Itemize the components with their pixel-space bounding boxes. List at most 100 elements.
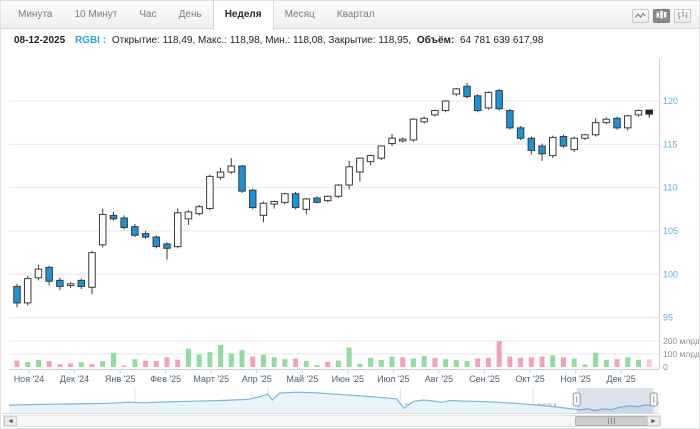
candlestick <box>516 126 525 140</box>
month-label: Апр '25 <box>242 374 272 384</box>
volume-bar <box>175 359 181 367</box>
candlestick <box>88 250 96 295</box>
candlestick <box>323 195 332 203</box>
month-label: Май '25 <box>286 374 318 384</box>
price-axis-label: 105 <box>663 226 678 236</box>
candlestick <box>216 167 225 180</box>
volume-bar <box>571 358 577 367</box>
volume-bar <box>121 365 127 367</box>
volume-bar <box>378 359 384 367</box>
volume-bar <box>153 361 159 367</box>
price-chart-canvas: 95 100 105 110 115 120 0 100 млрд 200 млрд Ноя '2… <box>3 59 700 414</box>
candlestick <box>334 184 343 199</box>
tab-minute[interactable]: Минута <box>18 9 53 20</box>
navigator-area <box>9 392 659 413</box>
chart-scrollbar-track[interactable]: ◄ ► <box>3 415 661 427</box>
month-label: Июн '25 <box>332 374 364 384</box>
volume-bar <box>539 356 545 367</box>
candlestick <box>377 145 386 160</box>
month-label: Дек '24 <box>60 374 89 384</box>
month-label: Фев '25 <box>150 374 181 384</box>
tab-hour[interactable]: Час <box>139 9 157 20</box>
candlestick <box>120 215 128 230</box>
volume-bar <box>164 357 170 367</box>
volume-bar <box>46 361 52 367</box>
volume-bar <box>282 359 288 367</box>
chart-type-buttons <box>632 9 691 23</box>
tab-month[interactable]: Месяц <box>284 9 315 20</box>
price-axis-label: 100 <box>663 269 678 279</box>
candlestick <box>206 174 214 211</box>
volume-bar <box>518 357 524 367</box>
volume-bar <box>496 341 502 367</box>
ticker-colon: : <box>102 35 107 46</box>
candlestick <box>527 136 536 155</box>
volume-bar <box>260 354 266 367</box>
volume-bar <box>421 355 427 367</box>
line-chart-type-button[interactable] <box>632 9 649 23</box>
candlestick <box>281 192 289 205</box>
candlestick <box>549 135 557 159</box>
navigator-left-handle[interactable] <box>572 392 581 407</box>
tab-week[interactable]: Неделя <box>212 1 274 30</box>
candlestick-chart-type-button[interactable] <box>653 9 670 23</box>
volume-bar <box>485 357 491 367</box>
candlestick <box>570 136 578 153</box>
candlestick <box>184 210 193 225</box>
volume-bar <box>250 356 256 367</box>
candlestick <box>270 200 278 209</box>
scrollbar-right-arrow-button[interactable]: ► <box>647 416 660 426</box>
ticker-link[interactable]: RGBI <box>74 35 100 46</box>
volume-bar <box>218 344 224 367</box>
candlestick <box>141 230 150 239</box>
candlestick <box>152 235 161 249</box>
candlestick <box>463 82 471 99</box>
volume-bar <box>35 359 41 367</box>
volume-bar <box>614 359 620 367</box>
scrollbar-left-arrow-button[interactable]: ◄ <box>4 416 17 426</box>
ohlc-values-text: Открытие: 118,49, Макс.: 118,98, Мин.: 1… <box>111 35 412 46</box>
candlestick <box>634 109 643 117</box>
ohlc-chart-type-button[interactable] <box>674 9 691 23</box>
volume-bar <box>475 358 481 367</box>
volume-bar <box>603 359 609 367</box>
candlestick <box>484 91 493 110</box>
navigator-right-handle[interactable] <box>649 392 658 407</box>
candlestick <box>452 88 461 96</box>
candlestick <box>624 114 632 131</box>
volume-bar <box>550 355 556 367</box>
candlestick <box>45 265 53 286</box>
tab-10-minutes[interactable]: 10 Минут <box>74 9 118 20</box>
candlestick <box>345 160 353 190</box>
price-axis-label: 110 <box>663 183 677 193</box>
volume-bar <box>271 357 277 367</box>
candlestick <box>591 118 600 137</box>
price-axis-label: 95 <box>663 313 673 323</box>
candlestick <box>613 116 621 130</box>
candlestick <box>173 208 182 249</box>
candlestick <box>291 191 300 210</box>
price-axis-label: 115 <box>663 139 677 149</box>
candlestick <box>195 204 203 216</box>
tab-day[interactable]: День <box>178 9 202 20</box>
candlestick <box>506 108 514 130</box>
candlestick <box>409 118 418 142</box>
volume-bar <box>635 359 641 367</box>
volume-bar <box>57 364 63 367</box>
volume-axis-label: 100 млрд <box>663 349 700 359</box>
navigator-selected-range[interactable] <box>576 388 654 413</box>
scrollbar-thumb[interactable] <box>575 416 648 426</box>
line-chart-icon <box>635 7 646 25</box>
volume-bar <box>110 352 116 367</box>
candlestick <box>538 143 546 161</box>
volume-bar <box>314 365 320 367</box>
month-label: Окт '25 <box>515 374 544 384</box>
quote-date: 08-12-2025 <box>14 35 66 46</box>
scrollbar-grip-icon <box>608 418 615 424</box>
candlestick <box>441 100 450 113</box>
month-label: Янв '25 <box>105 374 135 384</box>
volume-bar <box>78 362 84 367</box>
tab-quarter[interactable]: Квартал <box>336 9 375 20</box>
volume-bar <box>68 363 74 367</box>
